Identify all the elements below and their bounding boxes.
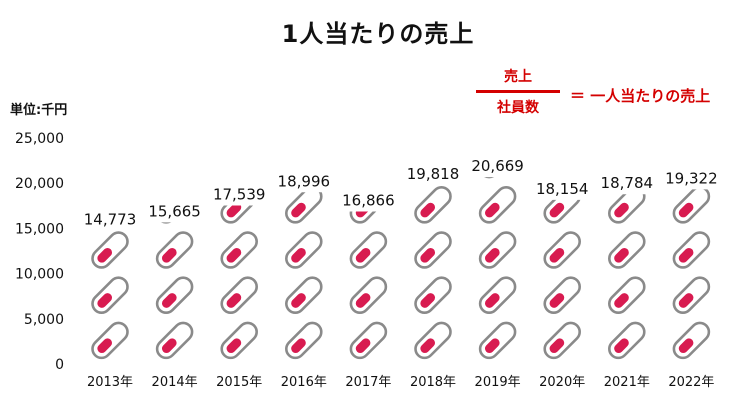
capsule-icon: [604, 227, 650, 273]
bar-column: [604, 194, 650, 363]
value-labels: 14,773 15,665 17,539 18,996 16,866 19,818 20,6…: [84, 157, 718, 228]
capsule-icon: [87, 272, 133, 318]
capsule-icon: [668, 189, 714, 228]
capsule-icon: [410, 227, 456, 273]
data-label: 17,539: [213, 185, 266, 203]
capsule-icon: [475, 272, 521, 318]
capsule-icon: [539, 317, 585, 363]
capsule-icon: [216, 272, 262, 318]
x-tick-label: 2021年: [604, 375, 650, 390]
x-tick-label: 2018年: [410, 375, 456, 390]
data-label: 20,669: [471, 157, 524, 175]
bar-column: [539, 199, 585, 363]
data-label: 18,154: [536, 180, 589, 198]
y-tick-label: 20,000: [15, 176, 64, 192]
capsule-icon: [410, 184, 456, 228]
capsule-icon: [216, 317, 262, 363]
capsule-icon: [345, 317, 391, 363]
data-label: 15,665: [148, 202, 201, 220]
capsule-icon: [668, 227, 714, 273]
capsule-icon: [87, 317, 133, 363]
formula: 売上 社員数 ＝ 一人当たりの売上: [468, 66, 756, 126]
data-label: 14,773: [84, 210, 137, 228]
capsule-icon: [281, 317, 327, 363]
unit-label: 単位:千円: [10, 103, 68, 118]
y-tick-label: 25,000: [15, 131, 64, 147]
capsule-icon: [410, 272, 456, 318]
data-label: 19,818: [407, 165, 460, 183]
bar-column: [216, 205, 262, 363]
capsule-icon: [281, 272, 327, 318]
capsule-icon: [475, 182, 521, 228]
bar-column: [281, 192, 327, 363]
x-tick-label: 2022年: [668, 375, 714, 390]
formula-denominator: 社員数: [497, 100, 539, 116]
x-axis: 2013年 2014年 2015年 2016年 2017年 2018年 2019年 2020年…: [87, 375, 714, 390]
x-tick-label: 2017年: [345, 375, 391, 390]
data-label: 18,996: [278, 172, 331, 190]
fraction-bar: [476, 90, 560, 93]
x-tick-label: 2015年: [216, 375, 262, 390]
capsule-icon: [539, 272, 585, 318]
capsule-icon: [604, 317, 650, 363]
y-tick-label: 5,000: [24, 312, 64, 328]
capsule-icon: [345, 272, 391, 318]
chart-title: 1人当たりの売上: [281, 20, 475, 48]
capsule-icon: [668, 317, 714, 363]
chart-marks: [87, 177, 714, 363]
x-tick-label: 2020年: [539, 375, 585, 390]
capsule-icon: [345, 227, 391, 273]
capsule-icon: [539, 227, 585, 273]
bar-column: [668, 189, 714, 363]
data-label: 19,322: [665, 169, 718, 187]
capsule-icon: [668, 272, 714, 318]
y-tick-label: 15,000: [15, 221, 64, 237]
formula-numerator: 売上: [504, 69, 532, 85]
formula-fraction: 売上 社員数: [476, 66, 560, 119]
capsule-icon: [475, 227, 521, 273]
bar-column: [410, 184, 456, 363]
capsule-icon: [475, 317, 521, 363]
x-tick-label: 2014年: [152, 375, 198, 390]
bar-column: [87, 230, 133, 363]
capsule-icon: [410, 317, 456, 363]
capsule-icon: [152, 272, 198, 318]
bar-column: [345, 211, 391, 363]
x-tick-label: 2019年: [475, 375, 521, 390]
x-tick-label: 2016年: [281, 375, 327, 390]
y-tick-label: 0: [55, 357, 64, 373]
formula-result: ＝ 一人当たりの売上: [570, 87, 711, 105]
capsule-icon: [216, 227, 262, 273]
y-axis: 0 5,000 10,000 15,000 20,000 25,000: [15, 131, 64, 373]
x-tick-label: 2013年: [87, 375, 133, 390]
data-label: 18,784: [601, 174, 654, 192]
capsule-icon: [152, 227, 198, 273]
capsule-icon: [87, 230, 133, 273]
capsule-icon: [152, 317, 198, 363]
y-tick-label: 10,000: [15, 267, 64, 283]
capsule-icon: [604, 272, 650, 318]
capsule-icon: [281, 227, 327, 273]
data-label: 16,866: [342, 192, 395, 210]
